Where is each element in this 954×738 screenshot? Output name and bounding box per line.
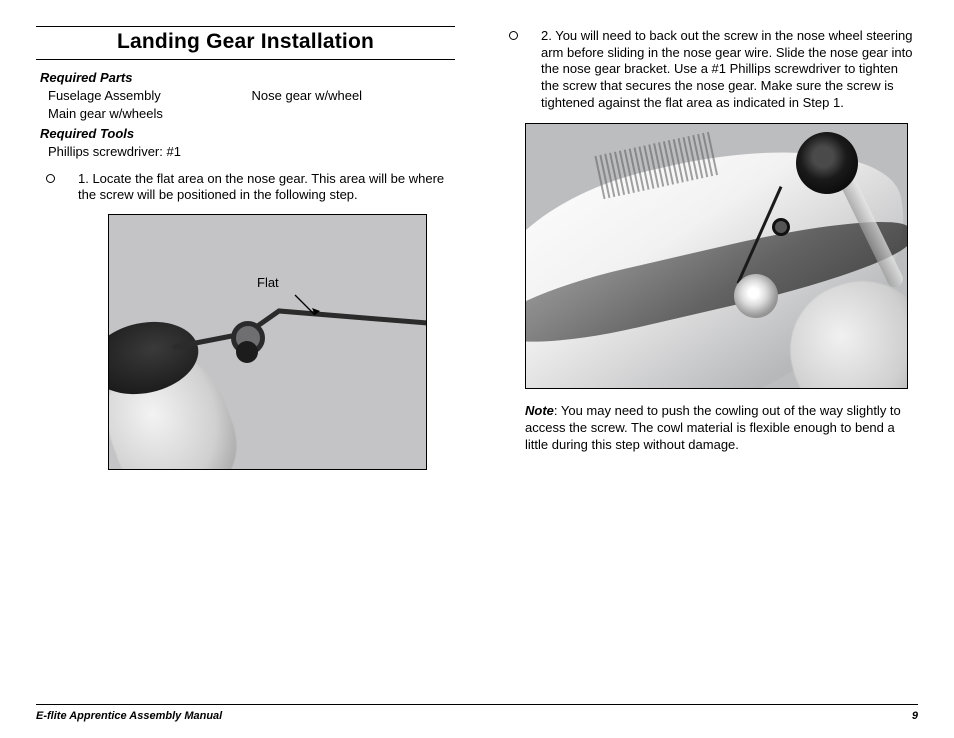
step-2: 2. You will need to back out the screw i…	[507, 28, 914, 111]
figure-1: Flat	[108, 214, 427, 470]
step-text: 1. Locate the flat area on the nose gear…	[78, 171, 451, 204]
right-column: 2. You will need to back out the screw i…	[499, 26, 918, 674]
note-label: Note	[525, 403, 554, 418]
note-block: Note: You may need to push the cowling o…	[525, 403, 908, 454]
note-text: : You may need to push the cowling out o…	[525, 403, 901, 452]
steering-collar-illustration	[772, 218, 790, 236]
gear-collar-illustration	[236, 341, 258, 363]
part-item: Nose gear w/wheel	[252, 87, 456, 105]
checkbox-circle-icon	[44, 171, 78, 204]
manual-page: Landing Gear Installation Required Parts…	[0, 0, 954, 738]
figure-1-callout-label: Flat	[257, 275, 279, 290]
step-text: 2. You will need to back out the screw i…	[541, 28, 914, 111]
page-number: 9	[912, 710, 918, 722]
nose-wheel-illustration	[796, 132, 858, 194]
part-item	[252, 105, 456, 123]
step-1: 1. Locate the flat area on the nose gear…	[44, 171, 451, 204]
required-parts-list: Fuselage Assembly Nose gear w/wheel Main…	[48, 87, 455, 122]
checkbox-circle-icon	[507, 28, 541, 111]
two-column-layout: Landing Gear Installation Required Parts…	[36, 26, 918, 674]
part-item: Main gear w/wheels	[48, 105, 252, 123]
page-footer: E-flite Apprentice Assembly Manual 9	[36, 704, 918, 722]
part-item: Fuselage Assembly	[48, 87, 252, 105]
left-column: Landing Gear Installation Required Parts…	[36, 26, 455, 674]
footer-title: E-flite Apprentice Assembly Manual	[36, 710, 222, 722]
required-tools-list: Phillips screwdriver: #1	[48, 143, 455, 161]
nose-gear-wire-illustration	[109, 215, 427, 470]
required-parts-heading: Required Parts	[40, 70, 455, 85]
required-tools-heading: Required Tools	[40, 126, 455, 141]
figure-2	[525, 123, 908, 389]
section-title: Landing Gear Installation	[36, 26, 455, 60]
